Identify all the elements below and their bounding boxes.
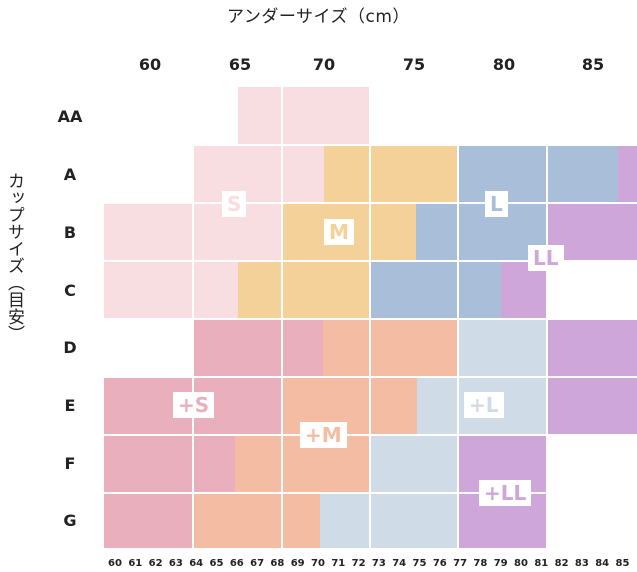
col-label-80: 80 [492, 55, 516, 74]
col-label-75: 75 [402, 55, 426, 74]
tick-label: 83 [574, 558, 589, 569]
grid-line [281, 87, 283, 548]
tick-label: 77 [453, 558, 468, 569]
row-label-c: C [64, 281, 76, 300]
tick-label: 71 [331, 558, 346, 569]
row-label-f: F [64, 454, 76, 473]
grid-line [104, 492, 637, 494]
col-label-60: 60 [138, 55, 162, 74]
grid-line [457, 87, 459, 548]
cell-ll [618, 145, 637, 203]
row-label-a: A [63, 165, 77, 184]
tick-label: 82 [554, 558, 569, 569]
cell-l [370, 261, 501, 319]
row-label-g: G [63, 511, 77, 530]
tick-label: 85 [615, 558, 630, 569]
grid-line [192, 87, 194, 548]
grid-line [104, 260, 637, 262]
row-label-d: D [63, 338, 77, 357]
cell-pm [193, 493, 320, 548]
cell-pl [458, 319, 547, 377]
cell-l [416, 203, 547, 261]
cup-size-label: カップサイズ（目安） [4, 172, 24, 342]
size-tag-ll: LL [528, 245, 564, 271]
tick-label: 72 [351, 558, 366, 569]
cell-pll [547, 377, 637, 435]
cell-ps [104, 435, 235, 493]
tick-label: 70 [311, 558, 325, 569]
cell-pm [323, 319, 458, 377]
tick-label: 74 [392, 558, 407, 569]
tick-label: 84 [595, 558, 610, 569]
cell-ps [193, 319, 323, 377]
row-label-e: E [64, 396, 76, 415]
col-label-85: 85 [581, 55, 605, 74]
cell-pl [370, 435, 458, 493]
tick-label: 69 [290, 558, 305, 569]
size-tag-plus-m: +M [300, 422, 347, 448]
col-label-70: 70 [312, 55, 336, 74]
row-label-b: B [63, 223, 77, 242]
cell-s [104, 261, 238, 319]
size-tag-s: S [222, 191, 247, 217]
tick-label: 76 [432, 558, 447, 569]
under-size-title: アンダーサイズ（cm） [227, 7, 410, 27]
grid-line [369, 87, 371, 548]
tick-label: 64 [189, 558, 204, 569]
size-tag-plus-l: +L [464, 392, 504, 418]
cell-pll [547, 319, 637, 377]
tick-label: 65 [209, 558, 224, 569]
grid-line [546, 87, 548, 548]
tick-label: 78 [473, 558, 488, 569]
grid-line [104, 318, 637, 320]
row-label-aa: AA [57, 107, 83, 126]
col-label-65: 65 [228, 55, 252, 74]
cell-ps [104, 493, 193, 548]
cell-pl [320, 493, 458, 548]
size-tag-m: M [324, 219, 354, 245]
cell-s [193, 145, 324, 203]
tick-label: 60 [108, 558, 122, 569]
tick-label: 66 [229, 558, 244, 569]
tick-label: 80 [514, 558, 528, 569]
tick-label: 68 [270, 558, 285, 569]
tick-label: 75 [412, 558, 427, 569]
size-tag-plus-ll: +LL [479, 480, 532, 506]
cell-s [238, 87, 369, 145]
grid-line [104, 434, 637, 436]
grid-line [104, 202, 637, 204]
tick-label: 61 [128, 558, 143, 569]
grid-line [104, 144, 637, 146]
tick-label: 67 [250, 558, 265, 569]
tick-label: 79 [493, 558, 508, 569]
grid-line [104, 376, 637, 378]
tick-label: 62 [148, 558, 163, 569]
cell-l [458, 145, 618, 203]
tick-label: 81 [534, 558, 549, 569]
size-tag-l: L [485, 191, 508, 217]
tick-label: 63 [168, 558, 183, 569]
cell-m [324, 145, 458, 203]
tick-label: 73 [371, 558, 386, 569]
size-tag-plus-s: +S [173, 392, 215, 418]
cell-m [238, 261, 370, 319]
